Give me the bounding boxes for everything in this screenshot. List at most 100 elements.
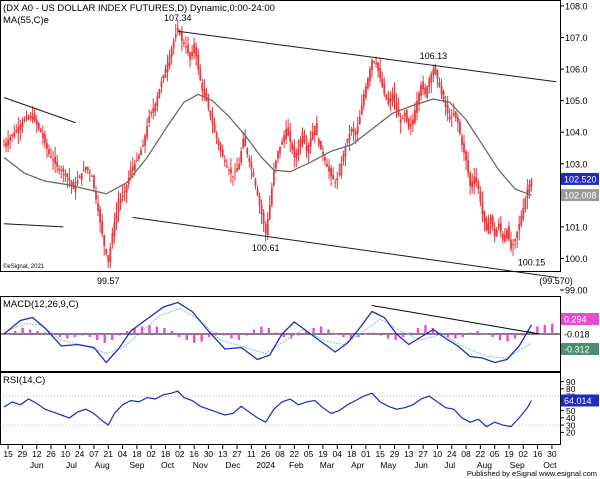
candle-body	[107, 255, 110, 262]
x-day-label: 15	[3, 449, 13, 459]
candle-body	[506, 230, 508, 239]
candle-body	[411, 119, 414, 125]
candle-body	[510, 239, 512, 249]
candle-body	[456, 117, 459, 123]
macd-signal-line	[3, 307, 532, 359]
candle-body	[33, 113, 36, 121]
price-panel-frame	[0, 0, 561, 272]
candles	[3, 19, 533, 269]
x-day-label: 24	[447, 449, 457, 459]
candle-body	[213, 123, 216, 133]
x-day-label: 18	[161, 449, 171, 459]
candle-body	[97, 203, 99, 212]
candle-body	[78, 176, 81, 178]
x-month-label: May	[380, 460, 397, 470]
macd-hist-bar	[334, 334, 338, 335]
candle-body	[358, 116, 361, 125]
candle-body	[407, 118, 410, 130]
macd-hist-bar	[394, 334, 397, 340]
macd-hist-bar	[312, 328, 315, 334]
candle-body	[164, 69, 167, 78]
candle-body	[461, 136, 463, 145]
price-y-tick-label: 103.0	[565, 159, 588, 169]
candle-body	[491, 215, 494, 227]
candle-body	[93, 175, 95, 188]
price-annotation: 106.13	[420, 51, 448, 61]
candle-body	[252, 172, 255, 177]
candle-body	[68, 177, 71, 182]
candle-body	[160, 81, 163, 88]
candle-body	[172, 40, 175, 49]
macd-hist-bar	[215, 332, 218, 334]
price-y-tick-label: 100.0	[565, 254, 588, 264]
macd-hist-bar	[424, 325, 427, 334]
candle-body	[203, 89, 206, 96]
price-panel: 99.00100.0101.0102.0103.0104.0105.0106.0…	[3, 2, 599, 296]
candle-body	[324, 157, 326, 161]
x-day-label: 02	[175, 449, 185, 459]
macd-hist-bar	[252, 329, 256, 334]
candle-body	[371, 59, 373, 71]
rsi-y-tick-label: 20	[566, 428, 576, 438]
macd-signal-value-tag-bg	[561, 343, 599, 355]
candle-body	[180, 32, 183, 41]
macd-hist-bar	[125, 331, 129, 334]
macd-hist-bar	[155, 326, 159, 334]
candle-body	[330, 168, 333, 177]
candle-body	[138, 155, 140, 160]
x-month-label: Jun	[414, 460, 428, 470]
candle-body	[467, 160, 469, 174]
candle-body	[446, 104, 449, 114]
x-month-label: Dec	[225, 460, 241, 470]
rsi-panel: 908070605040302064.014	[0, 377, 599, 438]
candle-body	[334, 182, 337, 184]
candle-body	[518, 223, 521, 231]
x-axis: 15 29 12 26 10 24 07 21 04 18 02 18 02 16 30 13 27 11 26 08…	[3, 445, 557, 470]
candle-body	[41, 132, 44, 138]
x-day-label: 02	[519, 449, 529, 459]
macd-hist-bar	[327, 329, 330, 334]
candle-body	[125, 184, 128, 193]
candle-body	[240, 151, 243, 163]
x-day-label: 02	[146, 449, 156, 459]
candle-body	[479, 191, 482, 202]
x-month-label: Jun	[30, 460, 44, 470]
candle-body	[501, 233, 504, 240]
rsi-y-tick-label: 50	[566, 406, 576, 416]
macd-hist-bar	[521, 334, 524, 336]
macd-hist-bar	[140, 326, 144, 334]
candle-body	[377, 62, 380, 71]
candle-body	[289, 131, 292, 142]
macd-hist-bar	[207, 334, 211, 337]
candle-body	[307, 144, 310, 154]
macd-hist-bar	[297, 334, 300, 336]
macd-hist-bar	[349, 334, 353, 339]
candle-body	[46, 143, 48, 149]
candle-body	[530, 179, 533, 187]
candle-body	[123, 191, 126, 193]
macd-line	[3, 301, 533, 364]
x-day-label: 08	[461, 449, 471, 459]
candle-body	[317, 139, 320, 145]
candle-body	[166, 62, 169, 73]
candle-body	[189, 52, 191, 60]
candle-body	[260, 205, 263, 215]
macd-hist-bar	[73, 334, 77, 337]
candle-body	[268, 204, 271, 220]
price-annotation: 107.34	[164, 13, 192, 23]
candle-body	[219, 144, 222, 152]
candle-body	[150, 112, 153, 114]
candle-body	[401, 118, 404, 119]
candle-body	[508, 226, 510, 240]
macd-hist-bar	[88, 334, 91, 337]
candle-body	[367, 78, 369, 89]
candle-body	[438, 81, 441, 87]
candle-body	[183, 42, 185, 44]
candle-body	[309, 138, 312, 147]
candle-body	[277, 151, 279, 159]
macd-hist-bar	[282, 334, 285, 337]
candle-body	[254, 179, 257, 186]
candle-body	[162, 75, 165, 79]
candle-body	[285, 129, 288, 140]
candle-body	[156, 96, 159, 106]
